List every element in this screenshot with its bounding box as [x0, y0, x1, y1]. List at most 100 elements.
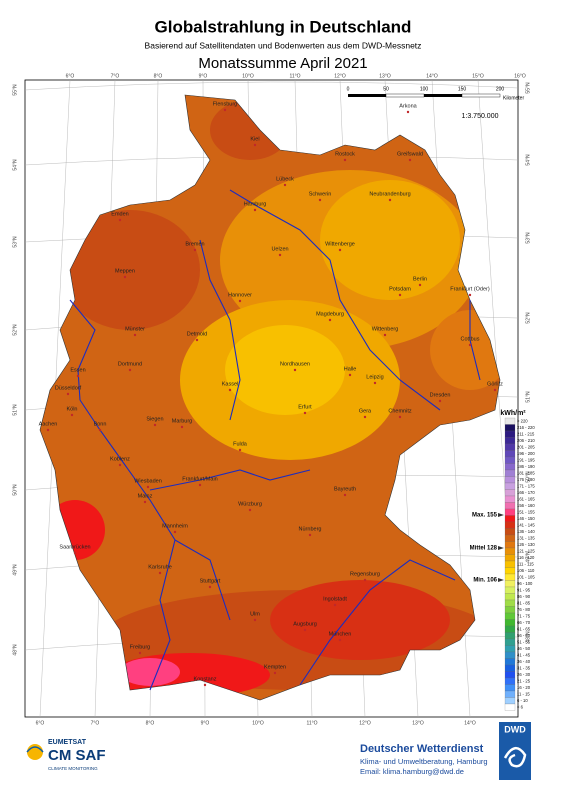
legend-label: 126 - 130 [517, 542, 535, 547]
city-label: Detmold [187, 331, 207, 337]
city-label: Leipzig [366, 374, 383, 380]
city-label: Dortmund [118, 361, 142, 367]
city-dot [70, 413, 74, 417]
legend-swatch [504, 651, 516, 659]
city-label: Kassel [222, 381, 239, 387]
lon-label: 15°O [472, 73, 484, 79]
lon-labels-bottom: 6°O 7°O 8°O 9°O 10°O 11°O 12°O 13°O 14°O [36, 720, 476, 726]
marker-arrow [498, 578, 504, 582]
city-dot [195, 338, 199, 342]
city-dot [388, 198, 392, 202]
legend-swatch [504, 690, 516, 698]
scale-tick: 0 [347, 86, 350, 92]
legend-label: 31 - 35 [517, 665, 531, 670]
lon-label: 11°O [306, 720, 317, 726]
eumetsat-logo: EUMETSAT CM SAF CLIMATE MONITORING [26, 739, 106, 771]
city-label: Mainz [138, 493, 153, 499]
legend-label: 21 - 25 [517, 678, 531, 683]
city-dot [363, 578, 367, 582]
legend-swatch [504, 573, 516, 581]
lon-label: 8°O [154, 73, 163, 79]
lon-label: 10°O [242, 73, 254, 79]
lat-label: 49°N [12, 564, 18, 576]
legend-swatch [504, 664, 516, 672]
city-dot [208, 585, 212, 589]
city-dot [338, 248, 342, 252]
legend-swatch [504, 521, 516, 529]
period: Monatssumme April 2021 [198, 55, 367, 72]
legend-swatch [504, 599, 516, 607]
city-label: Flensburg [213, 101, 237, 107]
city-dot [303, 411, 307, 415]
city-dot [98, 428, 102, 432]
legend-label: 161 - 165 [517, 496, 535, 501]
legend-swatch [504, 528, 516, 536]
city-label: Gera [359, 408, 372, 414]
lon-label: 13°O [379, 73, 391, 79]
city-dot [143, 500, 147, 504]
city-dot [303, 628, 307, 632]
legend-label: 206 - 210 [517, 438, 535, 443]
city-label: Saarbrücken [59, 544, 90, 550]
legend-swatch [504, 612, 516, 620]
legend-swatch [504, 580, 516, 588]
legend-label: 26 - 30 [517, 672, 531, 677]
legend-label: 156 - 160 [517, 503, 535, 508]
city-dot [128, 368, 132, 372]
legend-swatch [504, 430, 516, 438]
lon-label: 11°O [289, 73, 300, 79]
city-dot [408, 158, 412, 162]
marker-label: Mittel 128 [470, 546, 498, 552]
city-label: Köln [66, 406, 77, 412]
city-label: Schwerin [309, 191, 332, 197]
city-dot [293, 368, 297, 372]
legend-label: 41 - 45 [517, 652, 531, 657]
city-dot [398, 293, 402, 297]
scale-tick: 100 [420, 86, 429, 92]
legend-label: 196 - 200 [517, 451, 535, 456]
city-label: Essen [70, 367, 85, 373]
legend-swatch [504, 593, 516, 601]
city-dot [133, 333, 137, 337]
city-dot [273, 671, 277, 675]
city-label: Ingolstadt [323, 596, 347, 602]
lon-label: 6°O [36, 720, 45, 726]
legend-label: 51 - 55 [517, 639, 531, 644]
lat-label: 49°N [525, 551, 531, 563]
city-dot [193, 248, 197, 252]
city-dot [198, 483, 202, 487]
legend-label: 216 - 220 [517, 425, 535, 430]
lat-labels: 55°N 55°N 54°N 54°N 53°N 53°N 52°N 52°N 51°N 51°N… [12, 82, 531, 656]
lon-label: 16°O [514, 73, 526, 79]
city-label: Siegen [146, 416, 163, 422]
marker-arrow [498, 546, 504, 550]
scale-tick: 200 [496, 86, 505, 92]
city-dot [438, 399, 442, 403]
legend-swatch [504, 560, 516, 568]
legend-swatch [504, 671, 516, 679]
scale-tick: 150 [458, 86, 467, 92]
legend-label: 116 - 120 [517, 555, 535, 560]
legend-swatch [504, 463, 516, 471]
lat-label: 55°N [12, 84, 18, 96]
city-dot [238, 448, 242, 452]
legend-swatch [504, 424, 516, 432]
city-dot [253, 143, 257, 147]
legend-swatch [504, 684, 516, 692]
legend-swatch [504, 469, 516, 477]
lat-label: 48°N [525, 631, 531, 643]
marker-label: Min. 106 [473, 578, 497, 584]
legend-swatch [504, 450, 516, 458]
city-dot [138, 651, 142, 655]
city-label: Würzburg [238, 501, 262, 507]
lat-label: 53°N [525, 232, 531, 244]
lon-label: 14°O [464, 720, 476, 726]
city-label: Rostock [335, 151, 355, 157]
city-label: Hamburg [244, 201, 267, 207]
city-label: Arkona [399, 103, 417, 109]
city-label: Mannheim [162, 523, 188, 529]
legend-label: 71 - 75 [517, 613, 531, 618]
legend-swatch [504, 443, 516, 451]
legend-label: 181 - 185 [517, 470, 535, 475]
city-label: Meppen [115, 268, 135, 274]
